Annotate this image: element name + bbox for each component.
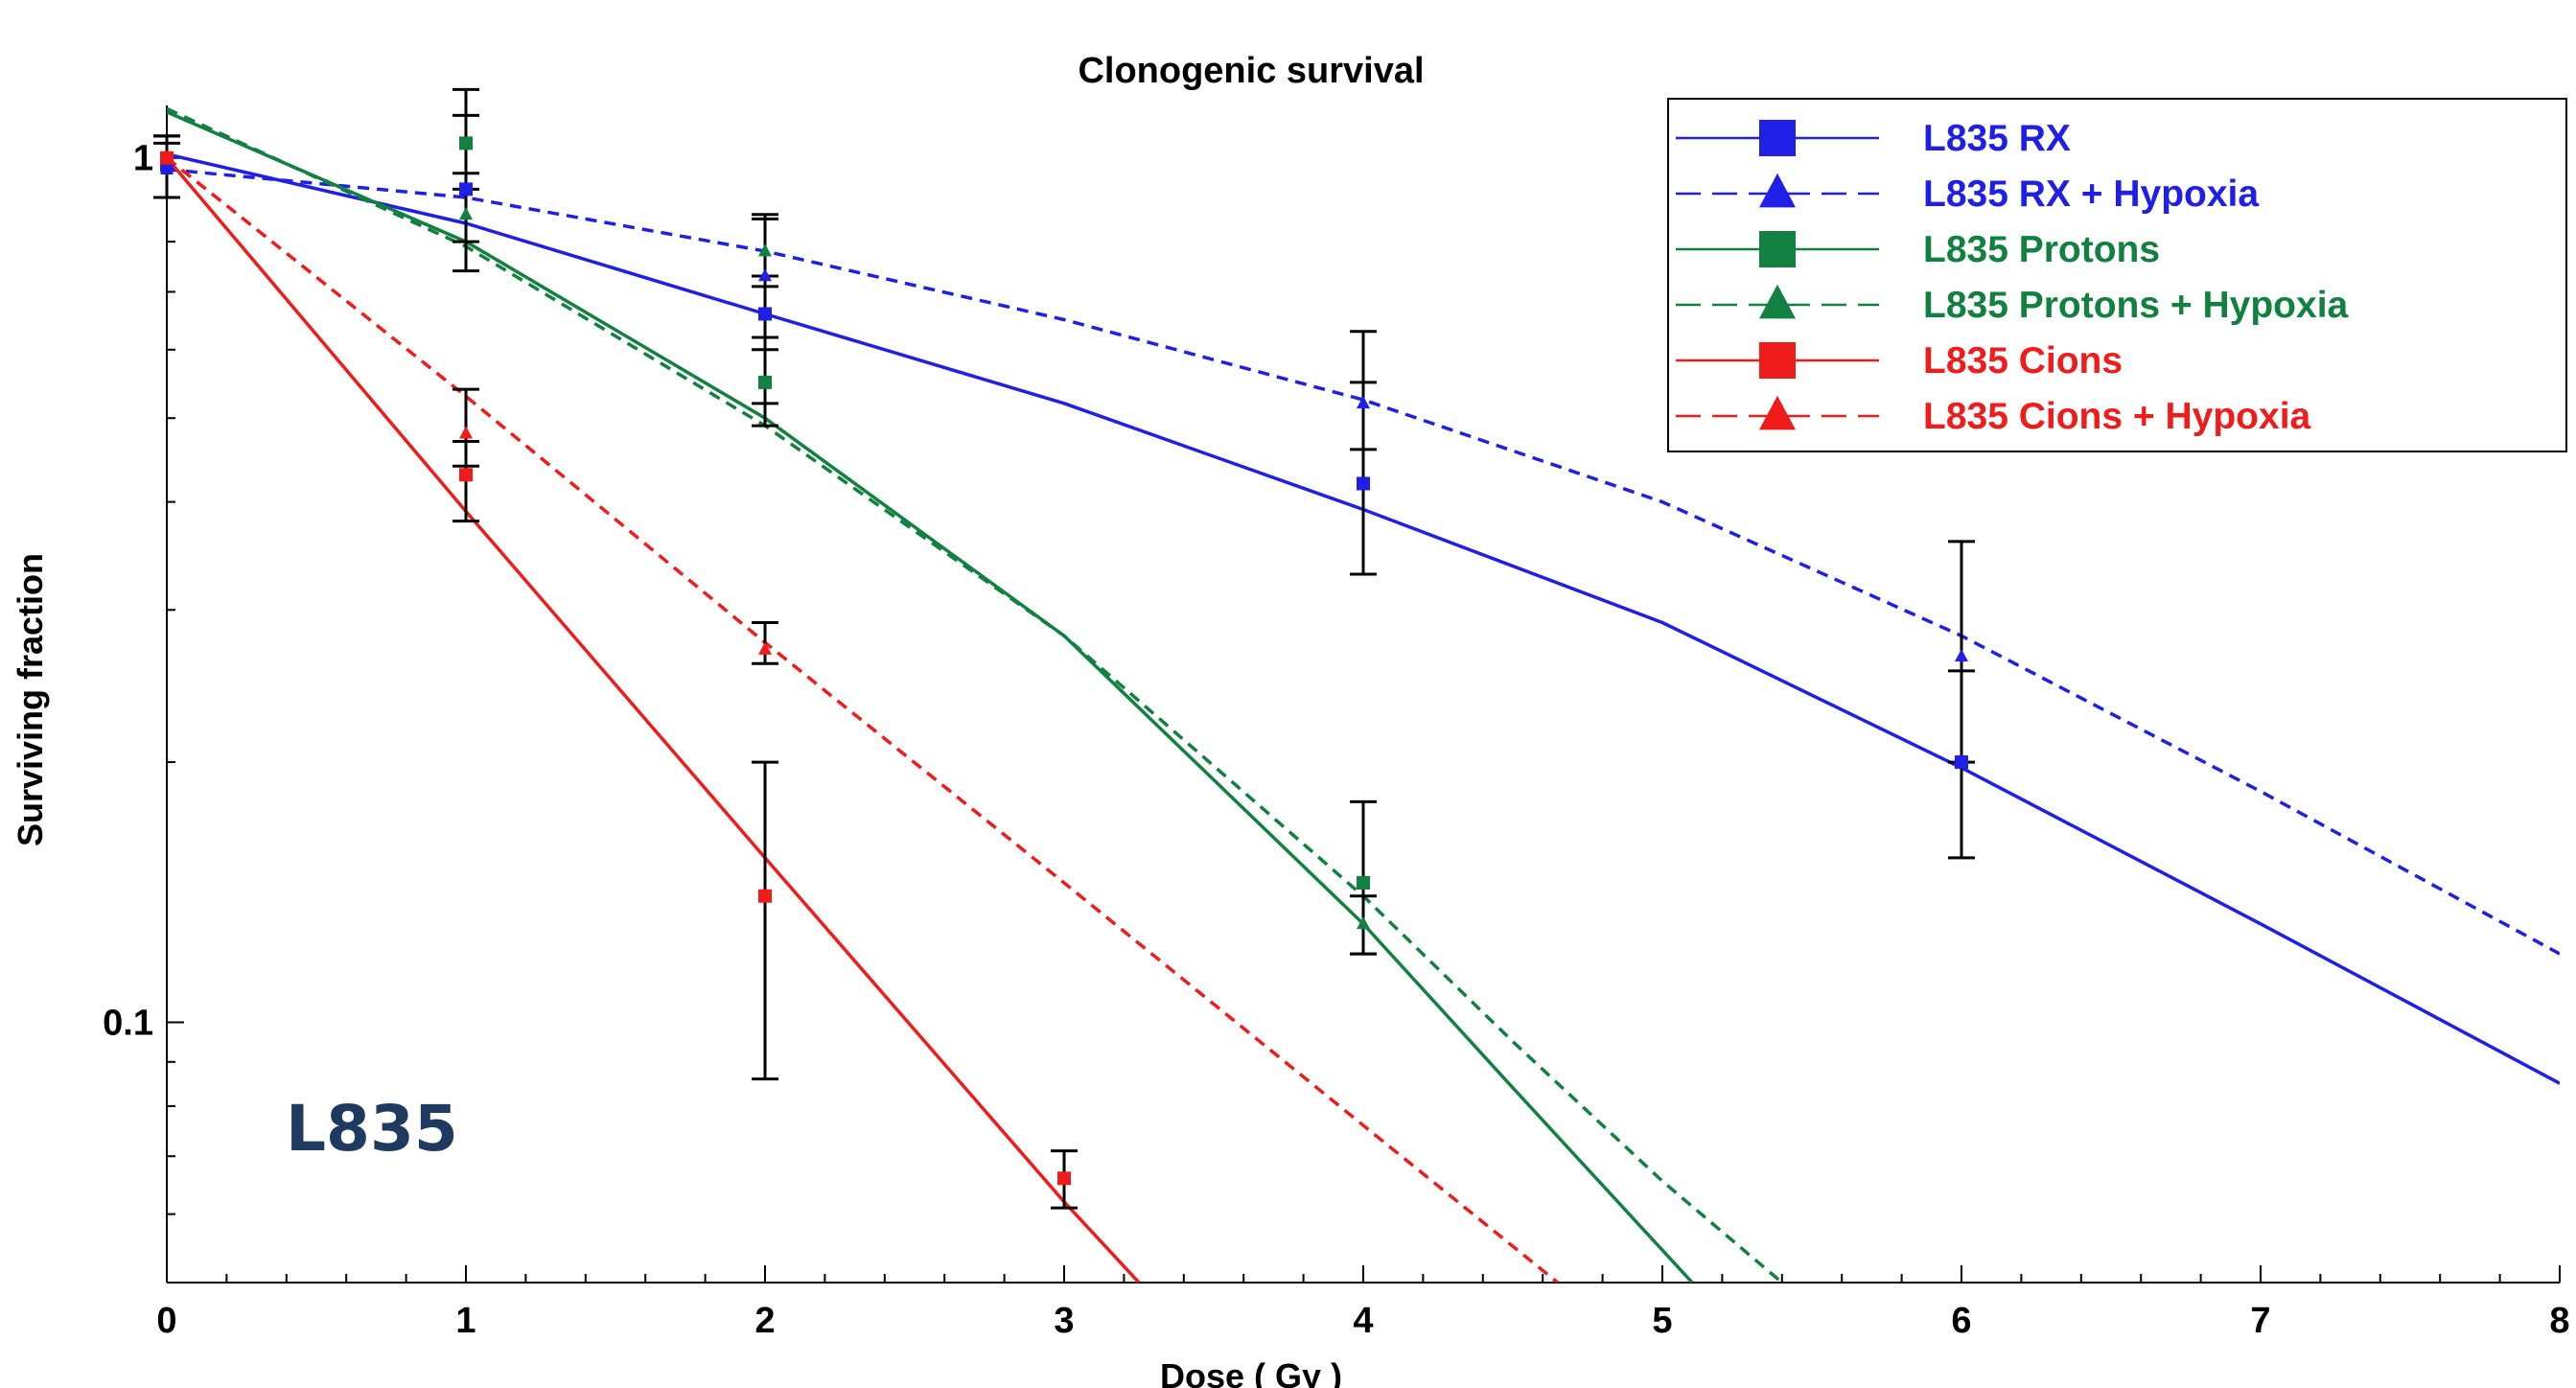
y-tick-label: 0.1	[103, 1004, 153, 1044]
data-point	[758, 307, 772, 321]
data-point	[758, 268, 772, 282]
axes: 0 1 2 3 4 5 6 7 8 0.1 1	[103, 105, 2570, 1341]
legend-marker	[1759, 120, 1796, 156]
legend-marker	[1759, 231, 1796, 267]
data-point	[758, 641, 772, 655]
x-tick-label: 1	[455, 1301, 476, 1341]
cell-line-annotation: L835	[286, 1092, 458, 1166]
legend-marker	[1759, 342, 1796, 379]
legend-label: L835 Cions + Hypoxia	[1923, 396, 2311, 437]
data-point	[758, 243, 772, 257]
data-point	[758, 375, 772, 389]
legend-items: L835 RX L835 RX + Hypoxia L835 Protons L835…	[1676, 118, 2349, 437]
x-tick-label: 5	[1652, 1301, 1672, 1341]
data-point	[459, 136, 473, 150]
x-tick-label: 2	[754, 1301, 775, 1341]
data-markers	[160, 136, 1968, 1186]
data-point	[758, 889, 772, 903]
data-point	[1357, 396, 1370, 409]
fit-curve	[167, 106, 1783, 1283]
x-axis-label: Dose ( Gy )	[1160, 1356, 1342, 1388]
y-tick-label: 1	[133, 139, 153, 179]
legend: L835 RX L835 RX + Hypoxia L835 Protons L835…	[1667, 98, 2567, 452]
x-tick-label: 0	[156, 1301, 176, 1341]
fit-curve	[167, 156, 1559, 1283]
data-point	[1357, 476, 1370, 491]
data-point	[459, 426, 473, 439]
x-tick-label: 8	[2549, 1301, 2569, 1341]
data-point	[1955, 649, 1968, 662]
legend-label: L835 Protons	[1923, 229, 2160, 270]
legend-label: L835 Cions	[1923, 340, 2123, 382]
legend-box	[1667, 98, 2567, 452]
fit-curve	[167, 110, 1694, 1283]
legend-label: L835 Protons + Hypoxia	[1923, 285, 2349, 326]
legend-marker	[1759, 395, 1796, 430]
data-point	[1955, 755, 1968, 770]
data-point	[459, 182, 473, 197]
x-tick-label: 7	[2250, 1301, 2270, 1341]
x-tick-label: 4	[1353, 1301, 1373, 1341]
legend-label: L835 RX + Hypoxia	[1923, 174, 2259, 215]
legend-label: L835 RX	[1923, 118, 2071, 159]
data-point	[1357, 876, 1370, 891]
data-point	[459, 206, 473, 220]
data-point	[1057, 1171, 1071, 1186]
data-point	[1357, 915, 1370, 930]
legend-marker	[1759, 284, 1796, 319]
legend-marker	[1759, 173, 1796, 208]
x-tick-label: 6	[1951, 1301, 1971, 1341]
y-axis-label: Surviving fraction	[11, 553, 50, 846]
x-tick-label: 3	[1054, 1301, 1074, 1341]
data-point	[160, 150, 174, 164]
chart-title: Clonogenic survival	[1078, 51, 1424, 91]
data-point	[459, 468, 473, 482]
data-point	[160, 161, 174, 174]
